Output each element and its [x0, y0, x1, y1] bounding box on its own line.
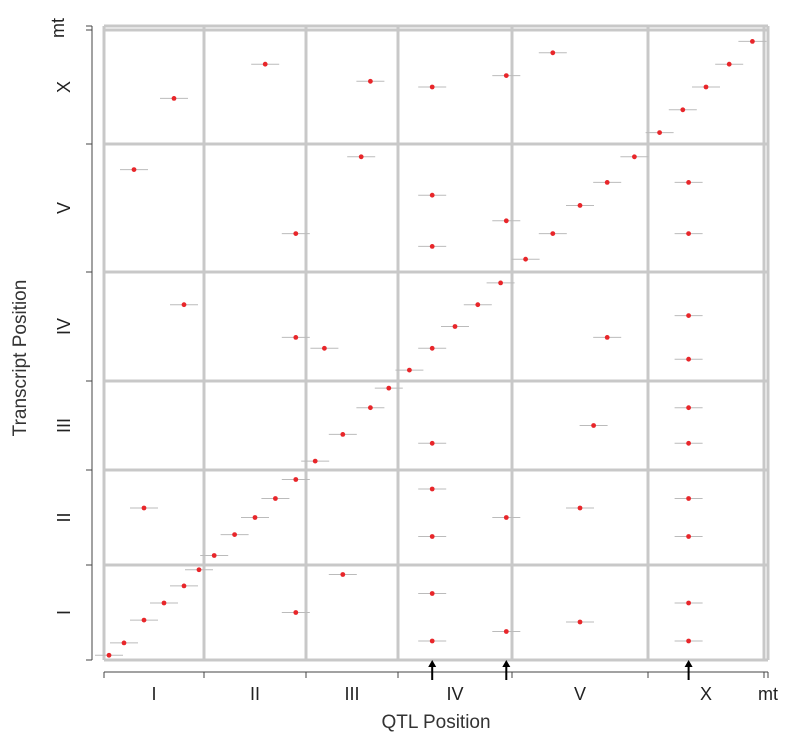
- eqtl-point: [686, 405, 691, 411]
- y-tick-label: III: [54, 418, 74, 433]
- eqtl-point: [686, 356, 691, 362]
- eqtl-point: [686, 231, 691, 237]
- eqtl-point: [503, 629, 509, 634]
- eqtl-point: [703, 84, 709, 90]
- eqtl-point: [429, 192, 435, 198]
- hotspot-arrows: [428, 660, 693, 680]
- eqtl-point: [429, 638, 435, 644]
- y-tick-label: mt: [48, 18, 68, 38]
- eqtl-point: [577, 203, 583, 208]
- eqtl-points: [106, 39, 755, 658]
- eqtl-point: [293, 477, 299, 482]
- eqtl-point: [141, 505, 147, 511]
- eqtl-point: [657, 130, 662, 136]
- x-tick-label: II: [250, 684, 260, 704]
- eqtl-point: [181, 302, 187, 308]
- y-tick-label: IV: [54, 318, 74, 335]
- hotspot-arrow-head: [428, 660, 437, 667]
- eqtl-point: [232, 532, 238, 537]
- eqtl-point: [358, 154, 364, 160]
- eqtl-point: [121, 640, 127, 646]
- eqtl-point: [340, 572, 346, 577]
- eqtl-point: [196, 567, 202, 573]
- x-tick-label: IV: [446, 684, 463, 704]
- eqtl-point: [141, 617, 147, 623]
- x-tick-label: III: [344, 684, 359, 704]
- x-tick-label: I: [151, 684, 156, 704]
- x-tick-label: X: [700, 684, 712, 704]
- y-tick-label: V: [54, 202, 74, 214]
- eqtl-point: [632, 154, 637, 160]
- eqtl-point: [293, 610, 299, 615]
- eqtl-point: [293, 335, 299, 340]
- eqtl-point: [340, 432, 346, 437]
- eqtl-point: [407, 367, 412, 373]
- eqtl-point: [429, 84, 435, 90]
- eqtl-point: [577, 505, 583, 511]
- eqtl-point: [591, 423, 596, 428]
- eqtl-point: [686, 440, 691, 446]
- eqtl-point: [726, 61, 732, 67]
- eqtl-point: [686, 534, 691, 539]
- eqtl-point: [106, 652, 112, 658]
- eqtl-point: [429, 345, 435, 351]
- y-tick-label: II: [54, 512, 74, 522]
- eqtl-point: [429, 534, 435, 539]
- eqtl-point: [577, 619, 583, 625]
- eqtl-point: [273, 496, 278, 501]
- eqtl-point: [686, 600, 691, 606]
- eqtl-point: [161, 600, 167, 606]
- axes: [86, 25, 769, 678]
- eqtl-point: [171, 96, 177, 101]
- x-tick-label: mt: [758, 684, 778, 704]
- eqtl-point: [498, 280, 503, 286]
- eqtl-point: [429, 591, 435, 596]
- eqtl-point: [523, 256, 528, 262]
- eqtl-point: [452, 324, 458, 329]
- eqtl-point: [293, 231, 299, 237]
- eqtl-point: [368, 405, 373, 411]
- y-tick-label: X: [54, 81, 74, 93]
- eqtl-point: [312, 458, 318, 464]
- eqtl-point: [262, 61, 268, 67]
- eqtl-point: [368, 78, 373, 84]
- eqtl-point: [429, 486, 435, 492]
- eqtl-point: [322, 345, 327, 351]
- eqtl-point: [686, 313, 691, 318]
- eqtl-point: [429, 244, 435, 249]
- x-axis-title: QTL Position: [381, 712, 490, 733]
- hotspot-arrow-head: [502, 660, 511, 667]
- eqtl-point: [550, 50, 556, 56]
- eqtl-point: [131, 167, 137, 173]
- chromosome-grid: [102, 24, 770, 662]
- eqtl-point: [386, 385, 392, 391]
- eqtl-point: [503, 73, 509, 78]
- eqtl-point: [429, 440, 435, 446]
- eqtl-point: [503, 218, 509, 224]
- eqtl-point: [503, 515, 509, 520]
- eqtl-point: [750, 39, 755, 44]
- eqtl-point: [181, 583, 187, 589]
- eqtl-point: [680, 107, 686, 113]
- eqtl-point: [604, 180, 610, 185]
- eqtl-point: [252, 515, 258, 520]
- eqtl-point: [475, 302, 481, 308]
- y-tick-label: I: [54, 610, 74, 615]
- eqtl-point: [686, 638, 691, 644]
- hotspot-arrow-head: [684, 660, 693, 667]
- eqtl-point: [211, 553, 217, 558]
- y-axis-title: Transcript Position: [10, 280, 31, 437]
- eqtl-point: [550, 231, 556, 237]
- eqtl-point: [686, 180, 691, 185]
- eqtl-point: [686, 496, 691, 501]
- eqtl-point: [604, 335, 610, 340]
- x-tick-label: V: [574, 684, 586, 704]
